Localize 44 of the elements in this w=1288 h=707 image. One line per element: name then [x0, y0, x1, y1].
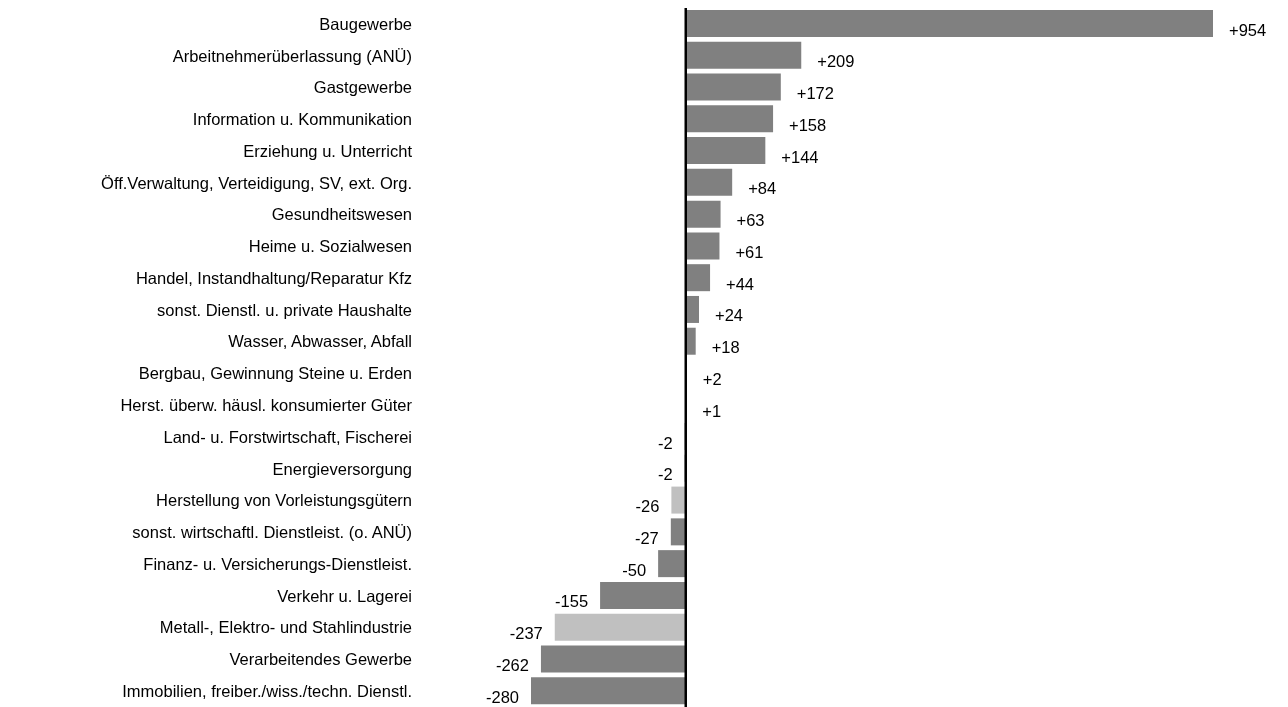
data-label: -2: [657, 465, 673, 484]
y-tick-label: Immobilien, freiber./wiss./techn. Dienstl.: [122, 681, 412, 700]
y-tick-label: Energieversorgung: [272, 459, 412, 478]
data-label: +84: [748, 179, 777, 198]
y-tick-label: Baugewerbe: [319, 14, 412, 33]
y-tick-label: Gastgewerbe: [313, 78, 412, 97]
data-label: +63: [736, 211, 765, 230]
y-tick-label: Heime u. Sozialwesen: [248, 237, 412, 256]
data-label: +144: [781, 147, 819, 166]
y-tick-label: Verarbeitendes Gewerbe: [229, 650, 412, 669]
data-label: +954: [1229, 20, 1267, 39]
data-label: +209: [817, 52, 855, 71]
data-label: +18: [711, 338, 740, 357]
y-tick-label: sonst. Dienstl. u. private Haushalte: [157, 300, 412, 319]
data-label: -280: [485, 687, 519, 706]
y-tick-label: Herstellung von Vorleistungsgütern: [156, 491, 412, 510]
data-label: -27: [634, 528, 659, 547]
y-tick-label: Öff.Verwaltung, Verteidigung, SV, ext. Org.: [101, 173, 412, 192]
data-label: +24: [715, 306, 744, 325]
y-tick-label: Erziehung u. Unterricht: [243, 141, 413, 160]
data-label: +1: [702, 401, 722, 420]
data-label: +44: [726, 274, 755, 293]
data-label: -237: [509, 624, 543, 643]
y-tick-label: Handel, Instandhaltung/Reparatur Kfz: [135, 268, 412, 287]
data-label: +2: [702, 370, 722, 388]
y-tick-label: Arbeitnehmerüberlassung (ANÜ): [172, 46, 412, 65]
y-tick-label: Finanz- u. Versicherungs-Dienstleist.: [143, 554, 412, 573]
data-label: -26: [635, 497, 660, 516]
data-label: -155: [555, 592, 589, 611]
data-label: +158: [789, 115, 827, 134]
data-label: +172: [796, 84, 834, 103]
y-tick-label: sonst. wirtschaftl. Dienstleist. (o. ANÜ): [132, 523, 412, 542]
data-label: -2: [657, 433, 673, 452]
y-tick-label: Information u. Kommunikation: [192, 110, 412, 129]
data-label: -262: [495, 655, 529, 674]
y-tick-label: Herst. überw. häusl. konsumierter Güter: [120, 396, 413, 415]
y-tick-label: Bergbau, Gewinnung Steine u. Erden: [138, 364, 412, 383]
data-label: +61: [735, 242, 764, 261]
y-tick-label: Gesundheitswesen: [271, 205, 412, 224]
y-tick-label: Metall-, Elektro- und Stahlindustrie: [159, 618, 412, 637]
y-tick-label: Land- u. Forstwirtschaft, Fischerei: [163, 427, 412, 446]
data-label: -50: [622, 560, 647, 579]
y-tick-label: Wasser, Abwasser, Abfall: [228, 332, 412, 351]
y-tick-label: Verkehr u. Lagerei: [277, 586, 412, 605]
